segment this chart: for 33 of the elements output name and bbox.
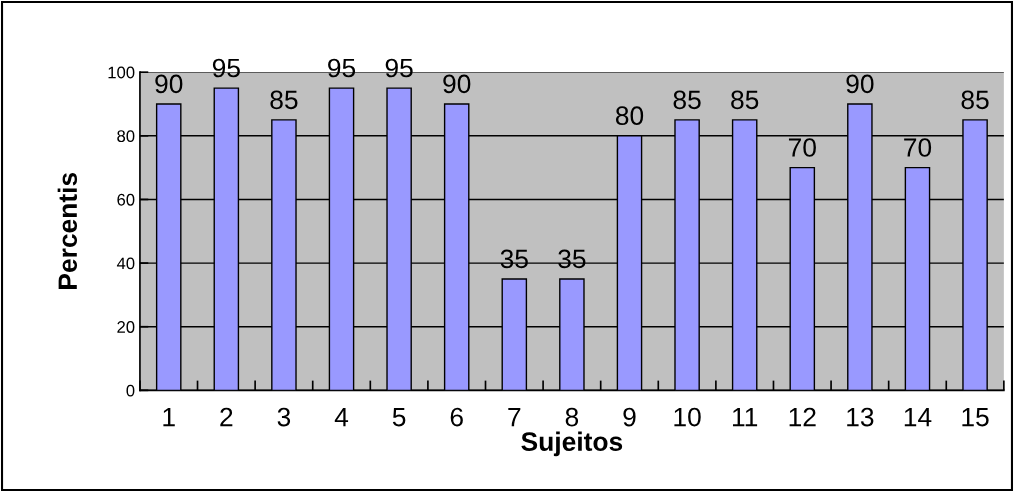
x-axis-title: Sujeitos [521,431,623,457]
data-label: 80 [615,106,644,126]
y-tick-label: 60 [117,193,135,206]
y-tick-label: 100 [108,66,135,79]
x-tick-label: 1 [163,407,175,427]
y-tick-label: 40 [116,257,135,270]
data-label: 90 [155,74,183,94]
x-tick-label: 15 [962,407,989,427]
x-tick-label: 13 [847,407,874,427]
y-tick-label: 0 [126,384,135,397]
x-tick-label: 14 [904,407,932,427]
x-tick-label: 10 [674,407,701,427]
x-tick-label: 11 [732,407,758,427]
x-tick-label: 3 [277,407,291,427]
data-label: 85 [731,90,759,110]
y-axis-title: Percentis [57,172,78,289]
data-label: 85 [270,90,298,110]
data-label: 70 [788,138,816,157]
x-tick-label: 6 [450,407,463,427]
x-tick-label: 12 [789,407,816,427]
x-tick-label: 8 [565,407,579,427]
data-label: 70 [904,138,932,157]
y-tick-label: 20 [117,321,135,333]
x-tick-label: 7 [508,407,521,427]
data-label: 90 [846,74,874,94]
data-label: 90 [443,74,471,94]
data-label: 85 [673,90,701,110]
data-label: 85 [961,90,989,110]
x-tick-label: 4 [334,407,349,427]
x-tick-label: 5 [392,407,406,427]
y-tick-label: 80 [117,130,135,143]
x-tick-label: 9 [623,407,636,427]
x-tick-label: 2 [220,407,233,427]
